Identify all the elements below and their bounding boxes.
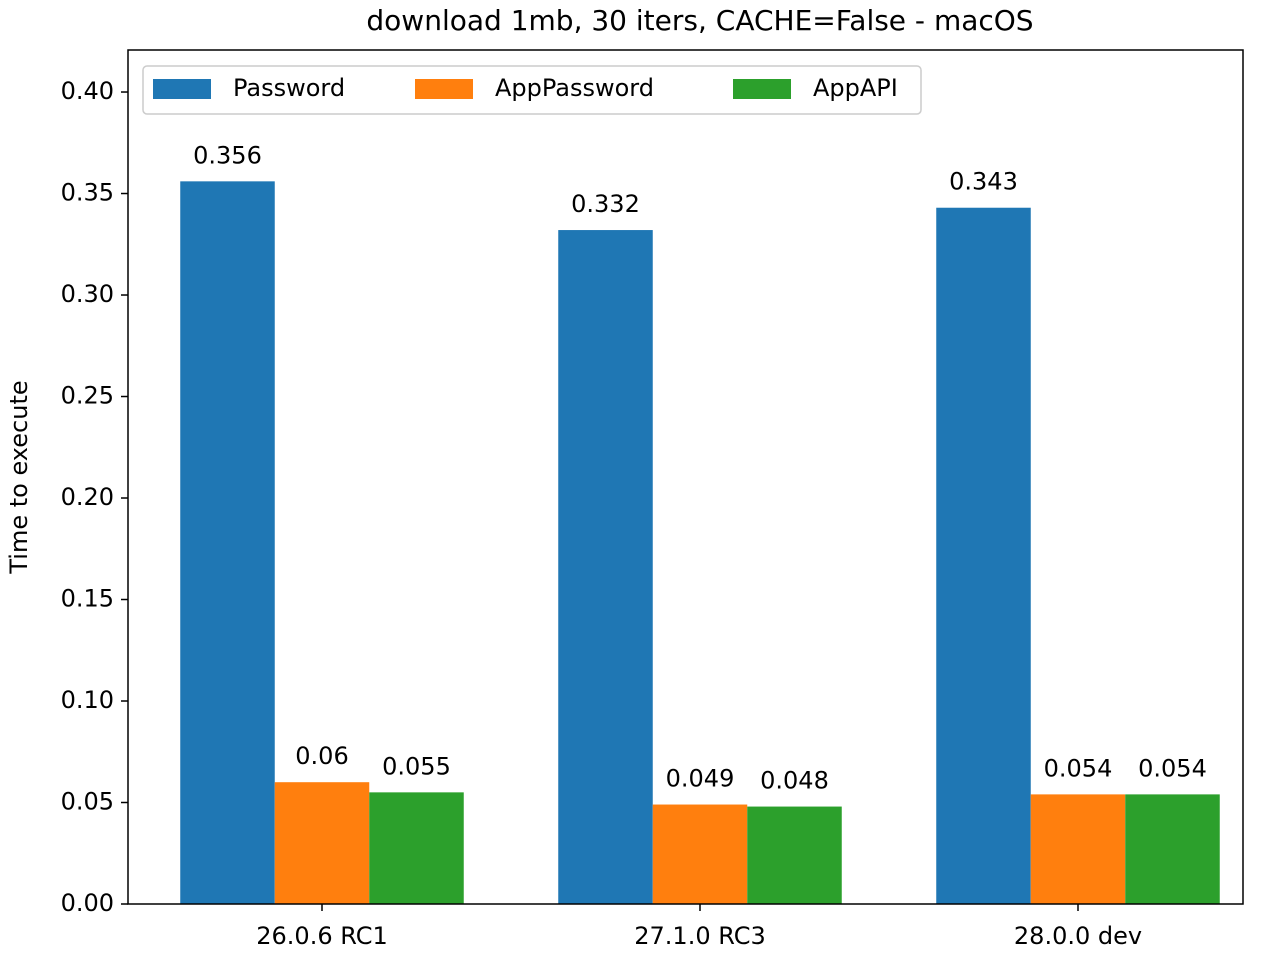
bar (369, 792, 464, 904)
bar (747, 806, 842, 904)
data-label: 0.055 (382, 752, 451, 780)
bar (180, 181, 275, 904)
y-tick-label: 0.30 (61, 280, 114, 308)
data-label: 0.332 (571, 190, 640, 218)
y-tick-label: 0.05 (61, 788, 114, 816)
legend-label: Password (233, 74, 345, 102)
bar (1125, 794, 1220, 904)
legend-swatch (415, 79, 473, 99)
y-tick-label: 0.00 (61, 889, 114, 917)
y-tick-label: 0.40 (61, 77, 114, 105)
data-label: 0.356 (193, 141, 262, 169)
y-axis-label: Time to execute (5, 380, 33, 574)
legend-swatch (153, 79, 211, 99)
plot-frame (127, 49, 1244, 905)
chart-title: download 1mb, 30 iters, CACHE=False - ma… (366, 4, 1033, 37)
data-label: 0.054 (1044, 754, 1113, 782)
y-tick-label: 0.35 (61, 179, 114, 207)
x-tick-label: 28.0.0 dev (1014, 922, 1142, 950)
legend-box (142, 65, 922, 115)
data-label: 0.054 (1138, 754, 1207, 782)
data-label: 0.049 (666, 765, 735, 793)
bar (274, 782, 370, 904)
data-label: 0.048 (760, 767, 829, 795)
bar (936, 207, 1031, 905)
y-tick-label: 0.25 (61, 382, 114, 410)
x-tick-label: 27.1.0 RC3 (634, 922, 765, 950)
y-tick-label: 0.15 (61, 585, 114, 613)
legend-swatch (733, 79, 791, 99)
y-tick-label: 0.20 (61, 483, 114, 511)
legend-label: AppPassword (495, 74, 654, 102)
x-tick-label: 26.0.6 RC1 (256, 922, 387, 950)
bar (652, 804, 748, 904)
bar (558, 230, 653, 904)
legend-label: AppAPI (813, 74, 898, 102)
bar (1030, 794, 1126, 904)
y-tick-label: 0.10 (61, 686, 114, 714)
data-label: 0.06 (295, 742, 348, 770)
data-label: 0.343 (949, 168, 1018, 196)
